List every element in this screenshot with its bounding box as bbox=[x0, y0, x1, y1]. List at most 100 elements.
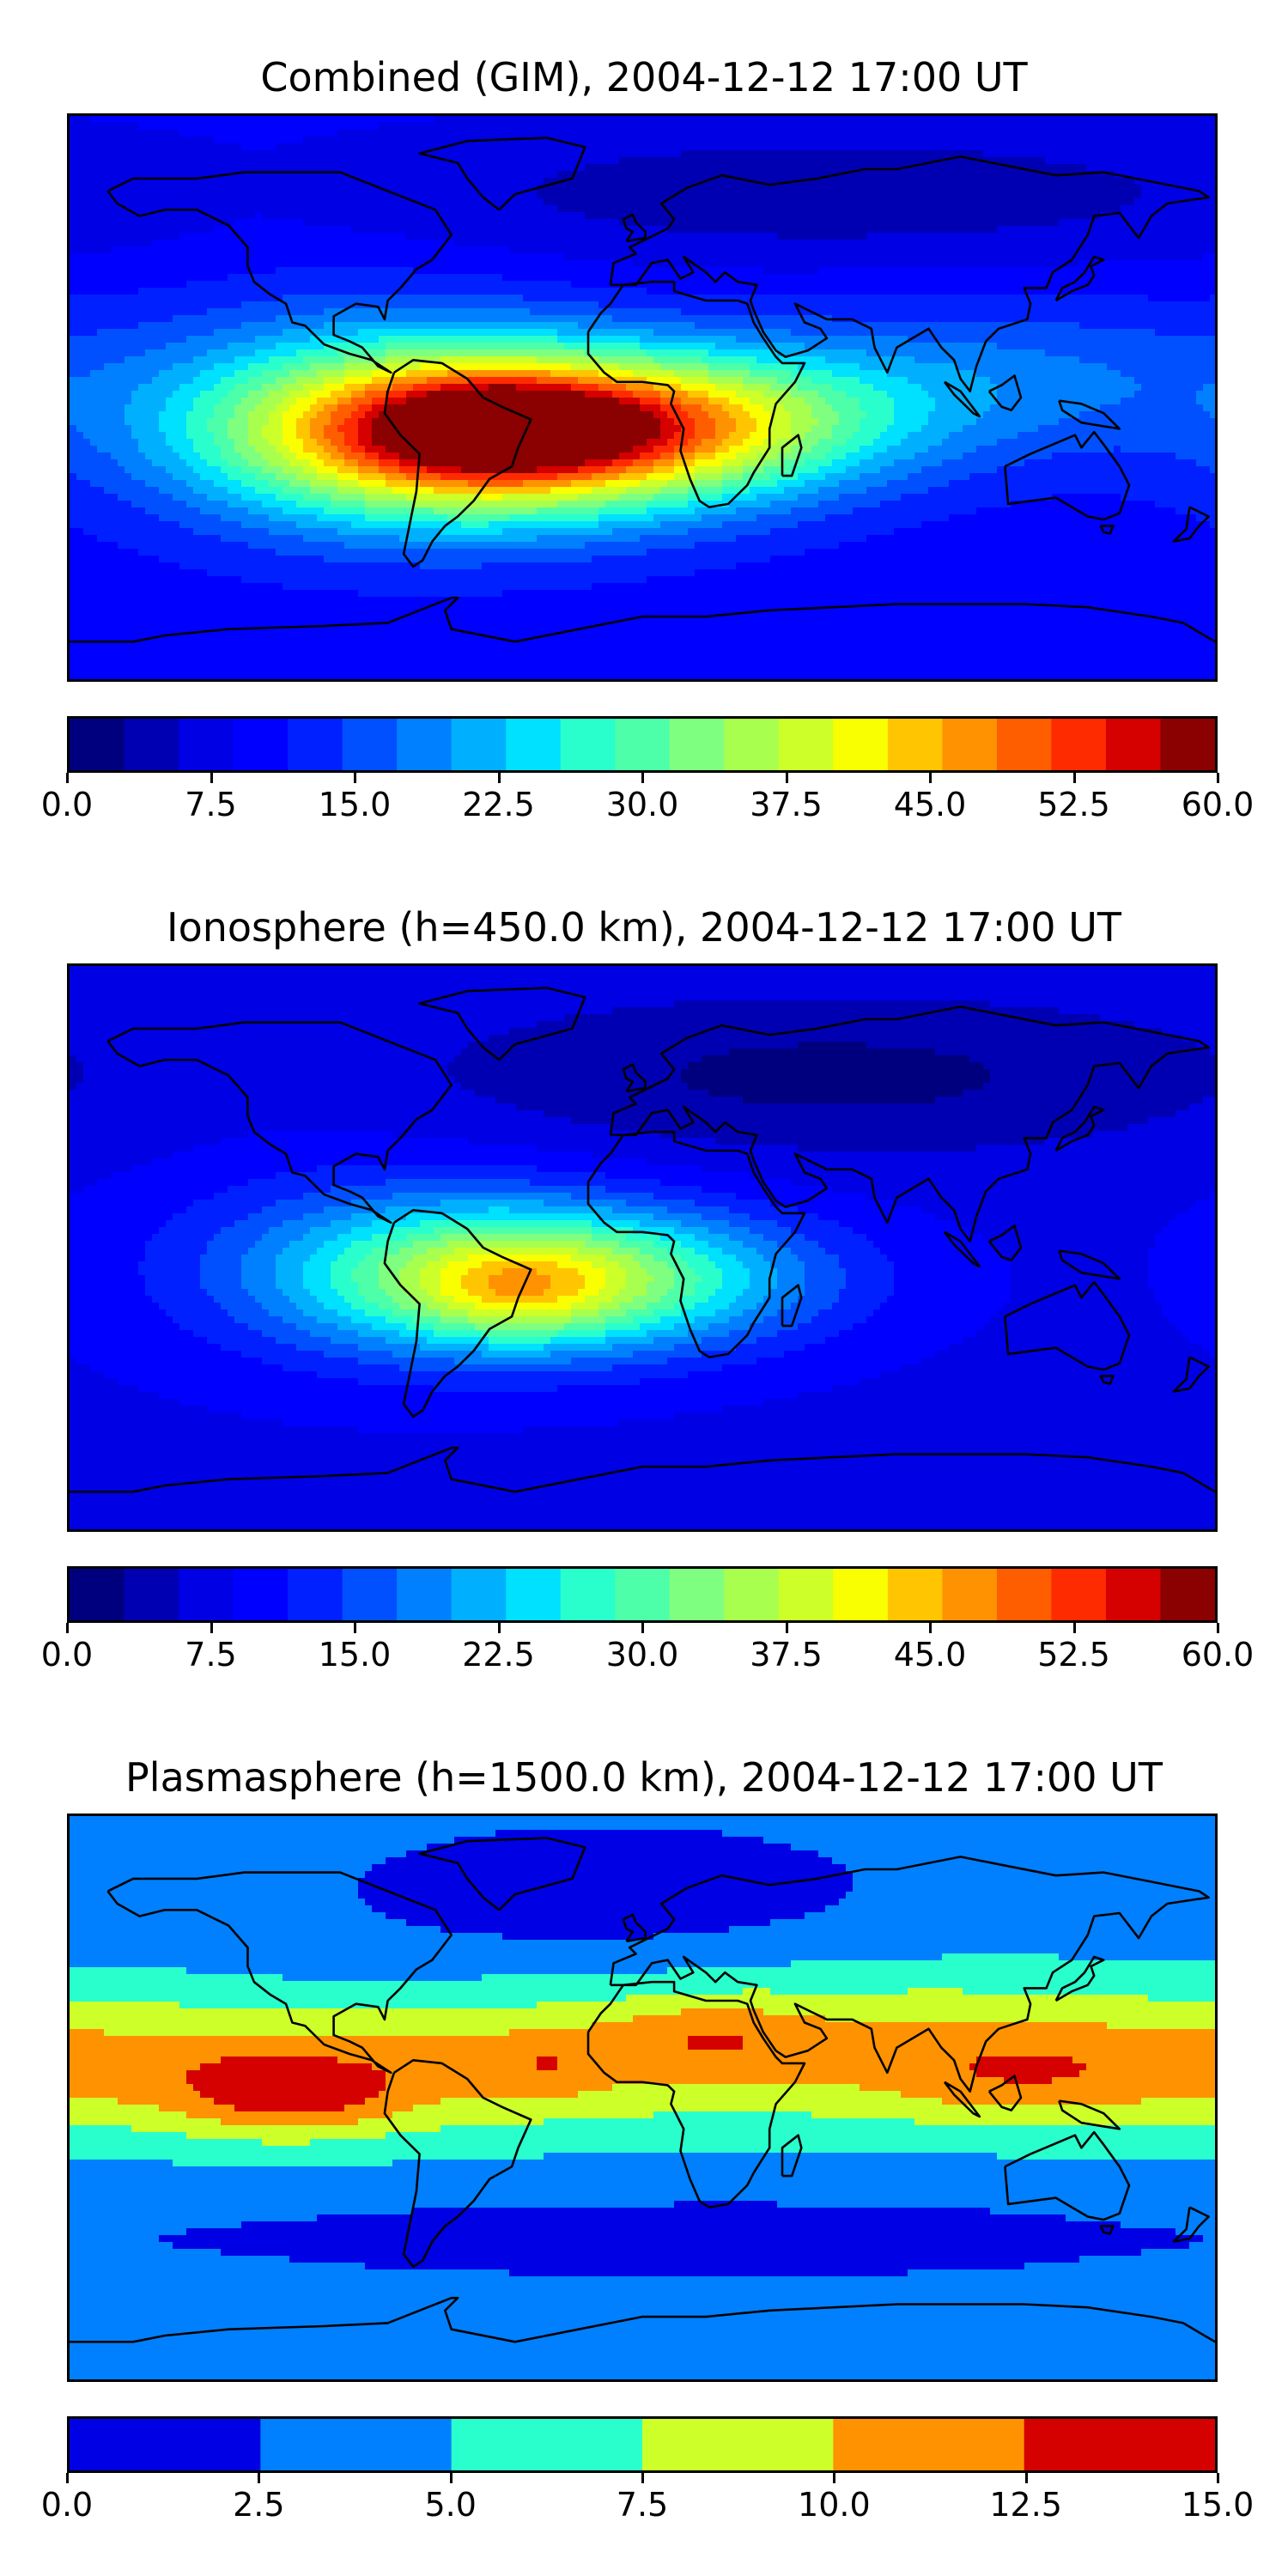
colorbar-tick bbox=[1217, 1623, 1219, 1633]
coastline-borneo bbox=[987, 2075, 1023, 2111]
tec-map-svg bbox=[70, 116, 1215, 679]
colorbar-tick bbox=[929, 1623, 932, 1633]
colorbar-segment bbox=[233, 719, 289, 770]
coastlines bbox=[70, 987, 1215, 1493]
colorbar bbox=[67, 716, 1218, 773]
colorbar-tick-label: 7.5 bbox=[185, 785, 236, 824]
colorbar-segment bbox=[397, 719, 453, 770]
colorbar-tick bbox=[785, 773, 788, 783]
coastline-uk bbox=[622, 213, 647, 243]
coastline-borneo bbox=[987, 1224, 1023, 1261]
coastline-eurasia bbox=[609, 155, 1210, 393]
colorbar-segment bbox=[560, 1569, 617, 1620]
colorbar-tick-label: 52.5 bbox=[1037, 785, 1110, 824]
colorbar-tick bbox=[210, 773, 213, 783]
coastline-tasmania bbox=[1099, 1375, 1115, 1385]
colorbar-segment bbox=[342, 1569, 398, 1620]
colorbar-tick bbox=[641, 773, 644, 783]
coastline-japan bbox=[1054, 1105, 1105, 1152]
colorbar-segment bbox=[560, 719, 617, 770]
colorbar-segment bbox=[506, 1569, 562, 1620]
colorbar-tick-label: 7.5 bbox=[617, 2485, 668, 2524]
plot-title: Ionosphere (h=450.0 km), 2004-12-12 17:0… bbox=[0, 903, 1288, 951]
colorbar-segment bbox=[1160, 1569, 1215, 1620]
colorbar-segment bbox=[179, 719, 234, 770]
colorbar-tick bbox=[641, 2473, 644, 2483]
colorbar-tick-label: 37.5 bbox=[750, 1635, 823, 1674]
colorbar-tick bbox=[1072, 773, 1076, 783]
colorbar-segment bbox=[506, 719, 562, 770]
colorbar-segment bbox=[288, 1569, 343, 1620]
coastline-africa bbox=[586, 1130, 806, 1358]
colorbar-segment bbox=[833, 1569, 889, 1620]
colorbar-tick-label: 30.0 bbox=[606, 1635, 679, 1674]
tec-map bbox=[67, 963, 1218, 1532]
colorbar-tick-label: 5.0 bbox=[424, 2485, 476, 2524]
coastline-uk bbox=[622, 1913, 647, 1943]
coastline-australia bbox=[1004, 1280, 1131, 1371]
colorbar-segment bbox=[124, 719, 179, 770]
coastline-tasmania bbox=[1099, 525, 1115, 535]
coastline-sumatra bbox=[943, 380, 981, 418]
coastline-madagascar bbox=[781, 434, 803, 477]
colorbar-segment bbox=[1024, 2419, 1215, 2470]
colorbar-segment bbox=[942, 1569, 998, 1620]
colorbar-segment bbox=[996, 1569, 1053, 1620]
colorbar-segment bbox=[1105, 719, 1162, 770]
colorbar bbox=[67, 1566, 1218, 1623]
coastlines bbox=[70, 1837, 1215, 2343]
colorbar-segment bbox=[833, 2419, 1025, 2470]
coastline-new-guinea bbox=[1058, 399, 1121, 430]
colorbar-segment bbox=[288, 719, 343, 770]
colorbar-segment bbox=[615, 1569, 671, 1620]
colorbar-segment bbox=[724, 1569, 780, 1620]
colorbar-segment bbox=[669, 1569, 726, 1620]
coastlines bbox=[70, 137, 1215, 643]
colorbar-tick-label: 45.0 bbox=[894, 1635, 967, 1674]
colorbar-segment bbox=[887, 1569, 944, 1620]
colorbar-tick-label: 15.0 bbox=[319, 785, 392, 824]
colorbar-tick bbox=[785, 1623, 788, 1633]
coastline-greenland bbox=[418, 137, 586, 211]
tec-field bbox=[70, 966, 1215, 1529]
coastline-antarctica bbox=[70, 1446, 1215, 1493]
coastline-sumatra bbox=[943, 2081, 981, 2118]
colorbar-segment bbox=[70, 1569, 125, 1620]
coastline-new-guinea bbox=[1058, 1249, 1121, 1280]
tec-map bbox=[67, 1814, 1218, 2382]
colorbar-ticks: 0.0 7.5 15.0 22.5 30.0 37.5 45.0 52.5 60.0 bbox=[41, 773, 1254, 824]
coastline-greenland bbox=[418, 987, 586, 1061]
coastline-new-zealand bbox=[1172, 1356, 1210, 1393]
colorbar-tick-label: 22.5 bbox=[462, 1635, 535, 1674]
colorbar-segment bbox=[342, 719, 398, 770]
coastline-japan bbox=[1054, 1955, 1105, 2002]
colorbar-tick bbox=[210, 1623, 213, 1633]
colorbar-tick bbox=[1024, 2473, 1028, 2483]
colorbar-segment bbox=[1105, 1569, 1162, 1620]
colorbar-tick bbox=[833, 2473, 836, 2483]
colorbar-tick bbox=[1217, 773, 1219, 783]
colorbar-segment bbox=[70, 719, 125, 770]
colorbar-tick-label: 15.0 bbox=[1182, 2485, 1255, 2524]
colorbar-tick-label: 15.0 bbox=[319, 1635, 392, 1674]
coastline-new-zealand bbox=[1172, 506, 1210, 543]
colorbar-tick bbox=[66, 2473, 69, 2483]
colorbar-tick bbox=[1217, 2473, 1219, 2483]
colorbar-tick-label: 2.5 bbox=[233, 2485, 284, 2524]
coastline-greenland bbox=[418, 1837, 586, 1911]
tec-map-svg bbox=[70, 1816, 1215, 2379]
coastline-north-america bbox=[106, 1871, 453, 2075]
coastline-south-america bbox=[383, 1208, 532, 1419]
colorbar-tick-label: 30.0 bbox=[606, 785, 679, 824]
coastline-uk bbox=[622, 1063, 647, 1093]
colorbar-tick bbox=[354, 773, 356, 783]
tec-map-svg bbox=[70, 966, 1215, 1529]
colorbar-tick bbox=[66, 773, 69, 783]
coastline-madagascar bbox=[781, 1284, 803, 1327]
colorbar-segment bbox=[778, 1569, 835, 1620]
colorbar-segment bbox=[451, 2419, 643, 2470]
colorbar-tick-label: 0.0 bbox=[41, 785, 93, 824]
colorbar-segment bbox=[451, 1569, 507, 1620]
coastline-new-zealand bbox=[1172, 2206, 1210, 2243]
colorbar-tick bbox=[929, 773, 932, 783]
